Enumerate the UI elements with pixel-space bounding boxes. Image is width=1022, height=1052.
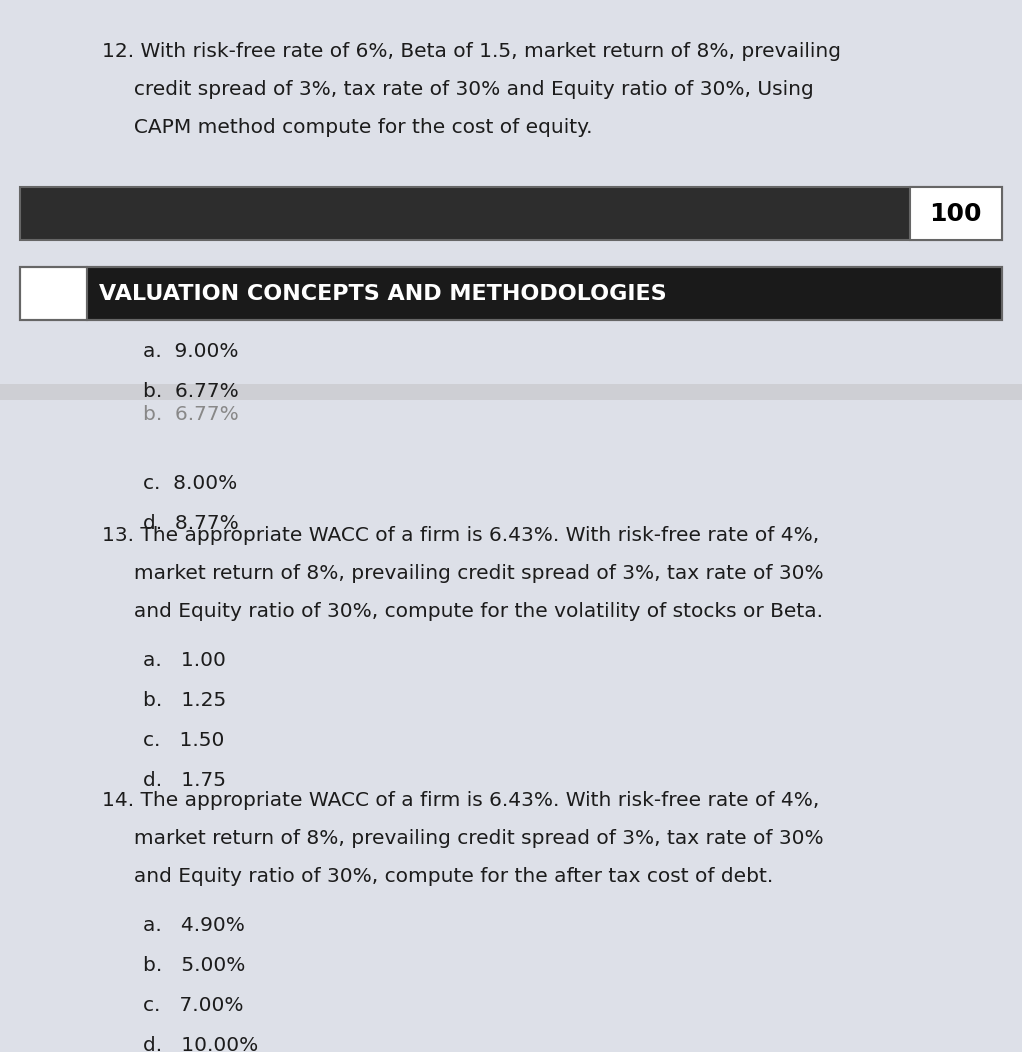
- Text: a.  9.00%: a. 9.00%: [143, 342, 238, 361]
- Bar: [20, 187, 1002, 240]
- Text: d.  8.77%: d. 8.77%: [143, 513, 239, 532]
- Text: a.   4.90%: a. 4.90%: [143, 916, 245, 935]
- Bar: [20, 267, 1002, 320]
- Text: c.  8.00%: c. 8.00%: [143, 473, 237, 492]
- Bar: [20, 267, 87, 320]
- Text: and Equity ratio of 30%, compute for the volatility of stocks or Beta.: and Equity ratio of 30%, compute for the…: [102, 602, 823, 621]
- Text: b.   5.00%: b. 5.00%: [143, 956, 245, 975]
- Text: a.   1.00: a. 1.00: [143, 651, 226, 670]
- Text: 13. The appropriate WACC of a firm is 6.43%. With risk-free rate of 4%,: 13. The appropriate WACC of a firm is 6.…: [102, 526, 820, 545]
- Text: b.   1.25: b. 1.25: [143, 691, 226, 710]
- Text: 14. The appropriate WACC of a firm is 6.43%. With risk-free rate of 4%,: 14. The appropriate WACC of a firm is 6.…: [102, 791, 820, 810]
- Text: 100: 100: [929, 202, 982, 225]
- Text: market return of 8%, prevailing credit spread of 3%, tax rate of 30%: market return of 8%, prevailing credit s…: [102, 829, 824, 848]
- Text: and Equity ratio of 30%, compute for the after tax cost of debt.: and Equity ratio of 30%, compute for the…: [102, 867, 774, 886]
- Text: 12. With risk-free rate of 6%, Beta of 1.5, market return of 8%, prevailing: 12. With risk-free rate of 6%, Beta of 1…: [102, 42, 841, 61]
- Text: credit spread of 3%, tax rate of 30% and Equity ratio of 30%, Using: credit spread of 3%, tax rate of 30% and…: [102, 80, 814, 99]
- Bar: [910, 187, 1002, 240]
- Bar: [87, 267, 1002, 320]
- Text: c.   7.00%: c. 7.00%: [143, 996, 243, 1015]
- Bar: [0, 384, 1022, 400]
- Text: market return of 8%, prevailing credit spread of 3%, tax rate of 30%: market return of 8%, prevailing credit s…: [102, 564, 824, 583]
- Text: c.   1.50: c. 1.50: [143, 731, 225, 750]
- Text: d.   1.75: d. 1.75: [143, 771, 226, 790]
- Text: d.   10.00%: d. 10.00%: [143, 1036, 259, 1052]
- Text: b.  6.77%: b. 6.77%: [143, 405, 239, 424]
- Text: CAPM method compute for the cost of equity.: CAPM method compute for the cost of equi…: [102, 118, 593, 137]
- Text: VALUATION CONCEPTS AND METHODOLOGIES: VALUATION CONCEPTS AND METHODOLOGIES: [99, 283, 666, 304]
- Text: b.  6.77%: b. 6.77%: [143, 382, 239, 401]
